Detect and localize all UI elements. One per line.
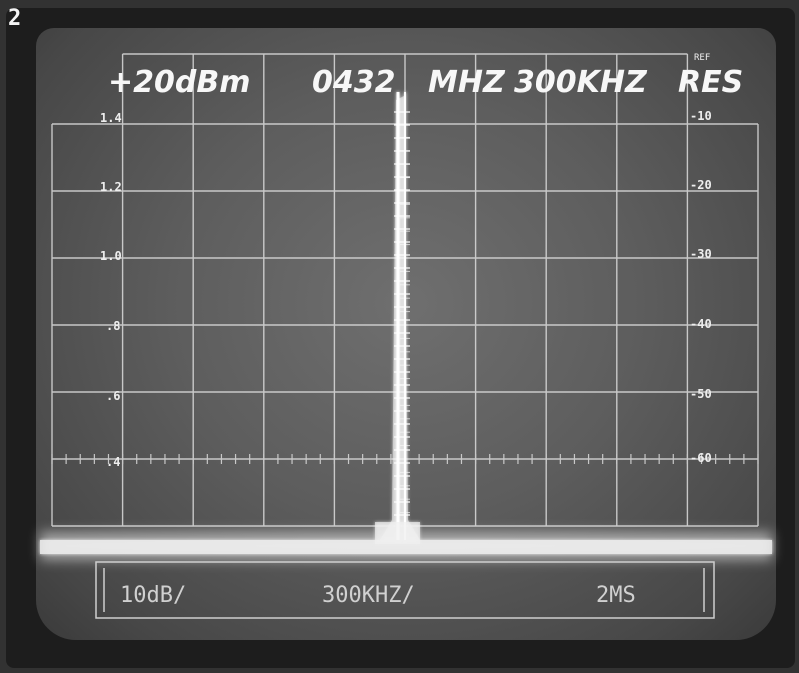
graticule: [51, 53, 759, 527]
left-scale-label: .4: [106, 455, 120, 469]
peak-ladder: [394, 111, 410, 516]
right-scale-label: -30: [690, 247, 712, 261]
vertical-scale-text: 10dB/: [120, 583, 186, 608]
left-scale-label: 1.0: [100, 249, 122, 263]
footer-readout: [95, 561, 715, 619]
right-scale-label: -50: [690, 387, 712, 401]
freq-unit-text: MHZ: [428, 65, 506, 100]
ref-tag: REF: [694, 53, 710, 63]
left-scale: 1.4 1.2 1.0 .8 .6 .4: [100, 111, 122, 469]
signal-peak: [375, 92, 420, 544]
noise-floor-trace: [40, 540, 772, 554]
res-label-text: RES: [678, 65, 743, 100]
right-scale-label: -20: [690, 178, 712, 192]
span-text: 300KHZ/: [322, 583, 415, 608]
ref-level-text: +20dBm: [108, 65, 251, 100]
resolution-text: 300KHZ: [514, 65, 648, 100]
extra-readout-text: 2MS: [596, 583, 636, 608]
center-freq-text: 0432: [312, 65, 396, 100]
left-scale-label: 1.2: [100, 180, 122, 194]
left-scale-label: 1.4: [100, 111, 122, 125]
right-scale-label: -40: [690, 317, 712, 331]
right-scale-label: -60: [690, 451, 712, 465]
right-scale: -10 -20 -30 -40 -50 -60: [690, 109, 712, 465]
right-scale-label: -10: [690, 109, 712, 123]
left-scale-label: .8: [106, 319, 120, 333]
figure-number: 2: [8, 6, 22, 31]
left-scale-label: .6: [106, 389, 120, 403]
